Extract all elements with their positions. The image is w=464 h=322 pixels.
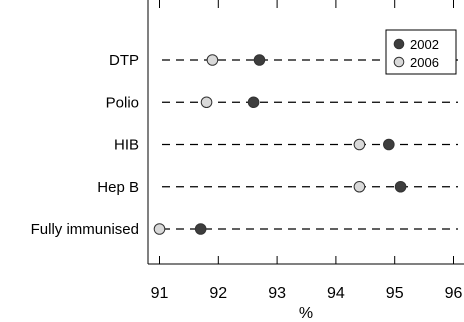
legend-label: 2006 [410,55,439,70]
legend-label: 2002 [410,37,439,52]
category-label: Polio [106,94,139,111]
data-point-2002 [247,96,260,109]
legend-marker-2002 [393,38,405,50]
legend: 2002 2006 [385,29,457,75]
category-label: Hep B [97,179,139,196]
x-tick-label: 92 [209,285,227,302]
category-label: Fully immunised [31,221,139,238]
data-point-2006 [353,138,366,151]
x-tick-label: 96 [445,285,463,302]
data-point-2002 [194,223,207,235]
data-point-2002 [394,180,407,193]
x-tick-label: 91 [151,285,169,302]
data-point-2006 [206,54,219,66]
category-label: HIB [114,137,139,154]
data-point-2006 [353,180,366,193]
data-point-2002 [383,138,395,151]
data-point-2002 [253,54,266,66]
category-label: DTP [109,52,139,69]
x-axis-ticks: 91 92 93 94 95 96 [151,0,463,302]
x-tick-label: 93 [268,285,286,302]
category-labels: DTP Polio HIB Hep B Fully immunised [31,52,139,238]
x-tick-label: 94 [327,285,345,302]
legend-marker-2006 [393,56,405,68]
x-axis-label: % [299,305,313,322]
data-point-2006 [200,96,213,109]
data-points [153,54,407,235]
row-guide-lines [162,59,458,230]
x-tick-label: 95 [386,285,404,302]
data-point-2006 [153,223,166,235]
